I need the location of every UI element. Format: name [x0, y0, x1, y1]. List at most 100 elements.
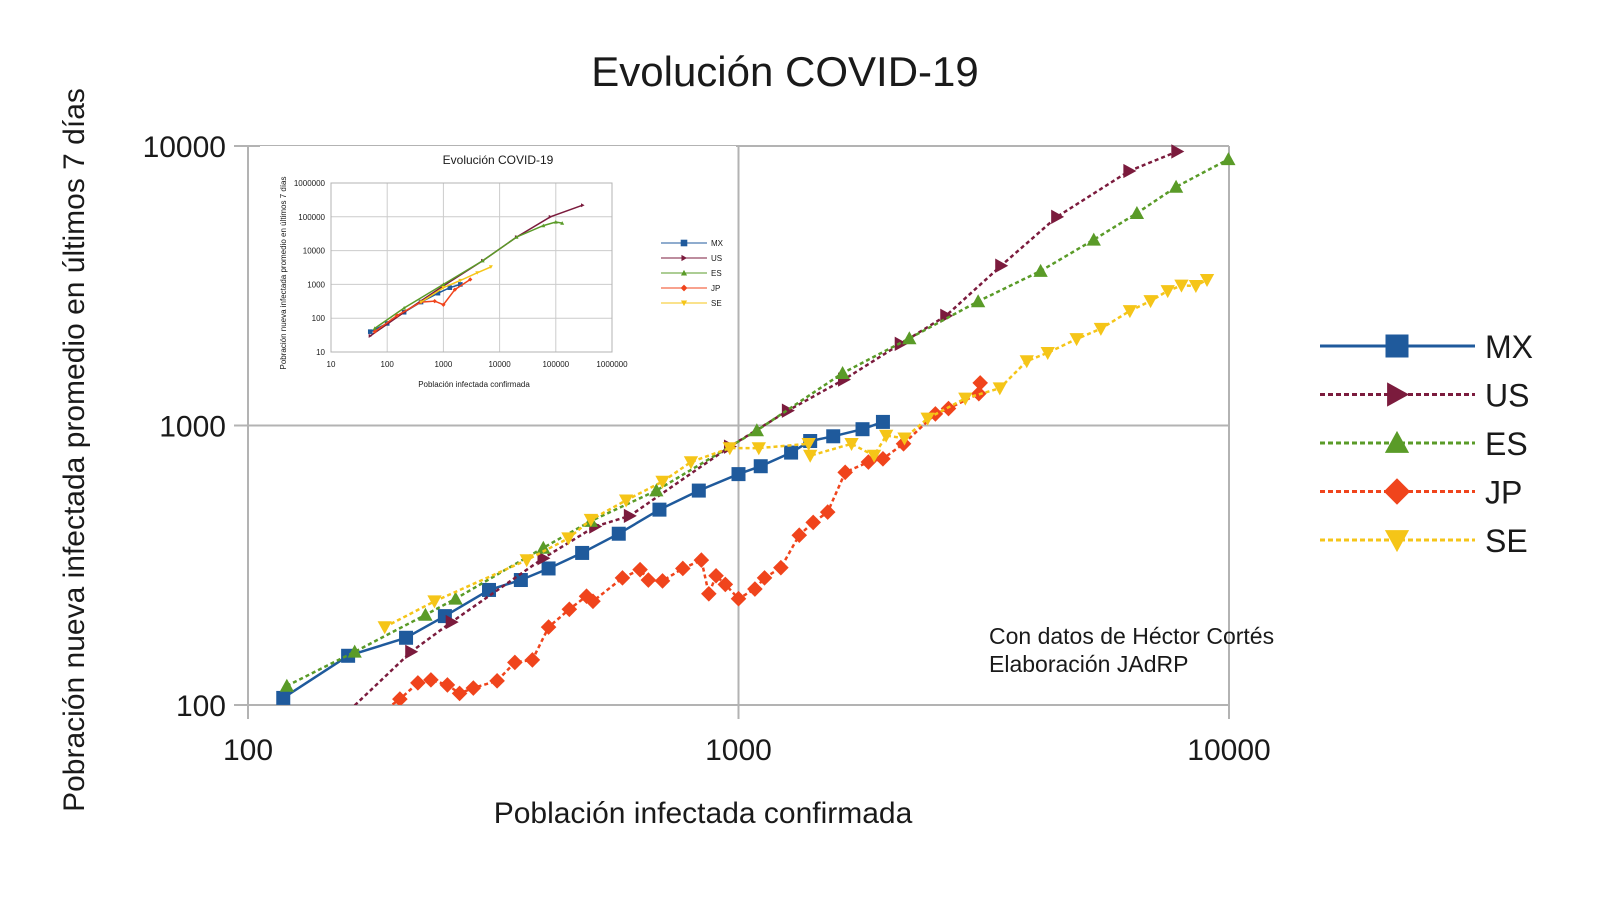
inset-data-point-se: [475, 271, 480, 275]
inset-x-tick-label: 1000: [435, 360, 453, 369]
y-tick-label: 10000: [143, 131, 226, 164]
data-point-es: [347, 644, 362, 658]
data-point-mx: [731, 467, 746, 482]
inset-legend-label-se: SE: [711, 299, 722, 308]
data-point-mx: [784, 445, 799, 460]
inset-data-point-jp: [468, 277, 473, 282]
inset-data-point-es: [480, 258, 485, 263]
inset-chart: Evolución COVID-19 10 100 1000 10000 100000 10…: [260, 146, 736, 396]
data-point-jp: [561, 601, 578, 618]
data-point-se: [992, 382, 1007, 396]
data-point-es: [649, 483, 664, 497]
data-point-se: [920, 412, 935, 426]
tick-labels: 100 1000 10000 100 1000 10000: [143, 131, 1271, 767]
y-axis-title: Pobración nueva infectada promedio en úl…: [58, 88, 91, 812]
data-point-mx: [875, 414, 890, 429]
inset-data-point-us: [580, 203, 585, 208]
data-point-se: [519, 554, 534, 568]
data-point-jp: [717, 576, 734, 593]
inset-data-point-es: [560, 221, 565, 225]
data-point-jp: [837, 464, 853, 481]
inset-data-point-mx: [447, 285, 453, 290]
data-point-jp: [614, 570, 631, 586]
data-point-se: [879, 429, 894, 443]
chart-title: Evolución COVID-19: [591, 48, 979, 95]
legend-marker: [1385, 334, 1409, 358]
data-point-se: [844, 437, 859, 451]
inset-x-tick-label: 10: [327, 360, 336, 369]
data-point-es: [448, 591, 463, 605]
inset-data-point-es: [553, 220, 558, 224]
data-point-se: [1143, 295, 1158, 309]
data-point-jp: [410, 675, 426, 691]
data-point-jp: [756, 570, 773, 586]
data-point-jp: [439, 677, 456, 693]
data-point-se: [1040, 346, 1055, 360]
inset-y-tick-label: 10: [316, 348, 325, 357]
legend: MX US ES JP SE: [1320, 329, 1533, 559]
inset-series-line-es: [374, 221, 563, 330]
data-point-jp: [805, 514, 821, 531]
series-mx: [276, 414, 890, 705]
inset-data-point-se: [458, 278, 463, 283]
data-point-se: [1188, 279, 1204, 293]
inset-y-tick-label: 10000: [303, 247, 326, 256]
data-point-es: [418, 607, 433, 621]
data-point-mx: [826, 429, 841, 444]
data-point-mx: [753, 459, 768, 474]
inset-y-tick-label: 100: [312, 314, 326, 323]
data-point-es: [749, 423, 765, 437]
data-point-jp: [465, 680, 482, 696]
data-point-se: [1122, 305, 1138, 319]
data-point-se: [561, 532, 576, 546]
inset-title: Evolución COVID-19: [443, 153, 554, 167]
data-point-jp: [875, 451, 891, 467]
inset-y-axis-title: Pobración nueva infectada promedio en úl…: [279, 176, 288, 369]
data-point-mx: [611, 526, 626, 541]
legend-label-es: ES: [1485, 426, 1528, 462]
legend-marker: [1384, 530, 1410, 553]
legend-marker: [1383, 478, 1411, 505]
data-point-es: [1033, 263, 1048, 277]
data-point-jp: [819, 504, 836, 520]
data-point-se: [655, 475, 670, 489]
data-point-se: [1199, 273, 1215, 287]
inset-data-point-es: [441, 282, 446, 287]
inset-data-point-es: [372, 326, 377, 330]
y-tick-label: 1000: [159, 411, 226, 444]
data-point-se: [801, 437, 816, 451]
legend-marker: [1384, 430, 1410, 453]
series-jp: [389, 375, 988, 705]
series-es: [279, 152, 1236, 692]
data-point-mx: [575, 545, 590, 560]
credit-line: Elaboración JAdRP: [989, 651, 1188, 677]
inset-x-tick-label: 1000000: [596, 360, 628, 369]
inset-data-point-jp: [372, 329, 377, 334]
data-point-se: [803, 449, 818, 463]
inset-series-se: [419, 265, 493, 305]
inset-legend-item-us: US: [661, 254, 722, 263]
data-point-se: [683, 456, 699, 470]
data-point-us: [405, 644, 419, 659]
data-point-jp: [972, 375, 988, 391]
inset-data-point-es: [541, 223, 546, 228]
inset-x-tick-label: 100: [381, 360, 395, 369]
data-point-jp: [791, 527, 808, 544]
data-point-se: [583, 513, 598, 527]
inset-data-point-jp: [394, 313, 400, 318]
data-point-jp: [585, 593, 601, 610]
data-point-us: [537, 551, 551, 566]
inset-data-point-se: [441, 286, 446, 290]
inset-legend-label-es: ES: [711, 269, 722, 278]
data-point-es: [536, 540, 551, 554]
inset-legend-item-es: ES: [661, 269, 722, 278]
data-point-jp: [693, 552, 710, 568]
inset-data-point-es: [514, 235, 519, 239]
data-point-jp: [540, 619, 557, 635]
inset-data-point-se: [488, 265, 493, 269]
data-point-se: [1174, 279, 1189, 293]
data-point-mx: [691, 483, 706, 498]
data-point-se: [618, 494, 634, 508]
legend-item-es: ES: [1320, 426, 1528, 462]
